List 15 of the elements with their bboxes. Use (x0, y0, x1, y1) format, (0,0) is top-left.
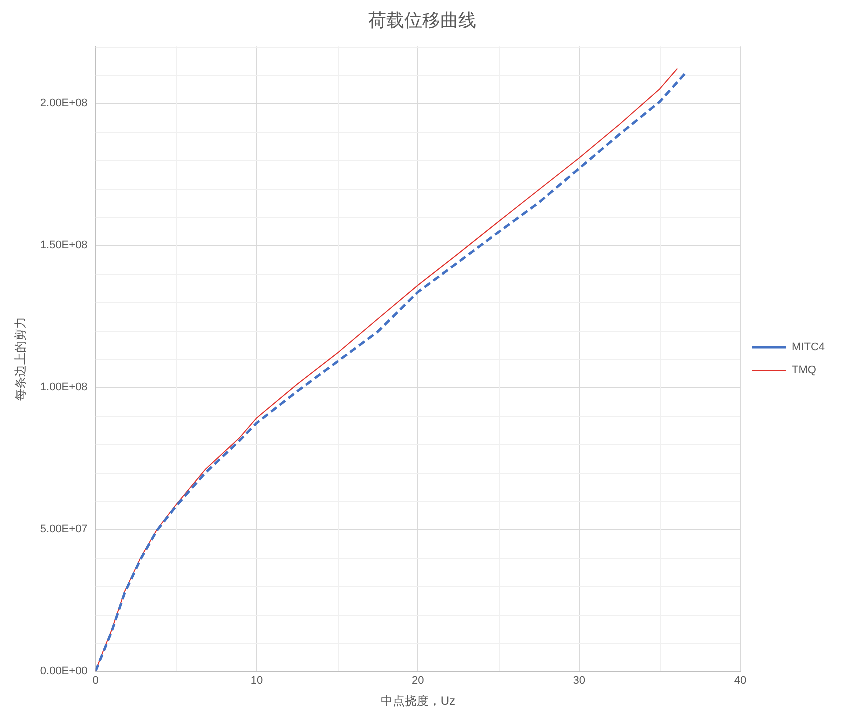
y-tick-label: 0.00E+00 (40, 665, 88, 678)
x-tick-label: 0 (92, 675, 99, 688)
y-axis-title: 每条边上的剪力 (14, 317, 28, 401)
y-tick-label: 1.50E+08 (40, 239, 88, 252)
y-tick-label: 5.00E+07 (40, 523, 88, 536)
x-tick-label: 40 (734, 675, 747, 688)
x-axis-title: 中点挠度，Uz (380, 694, 456, 708)
legend-label: TMQ (792, 364, 817, 377)
x-tick-label: 30 (573, 675, 586, 688)
chart-title: 荷载位移曲线 (368, 10, 476, 32)
y-tick-label: 1.00E+08 (40, 381, 88, 394)
legend-label: MITC4 (792, 342, 825, 354)
x-tick-label: 10 (250, 675, 264, 688)
x-tick-label: 20 (412, 675, 424, 688)
y-tick-label: 2.00E+08 (40, 97, 88, 110)
